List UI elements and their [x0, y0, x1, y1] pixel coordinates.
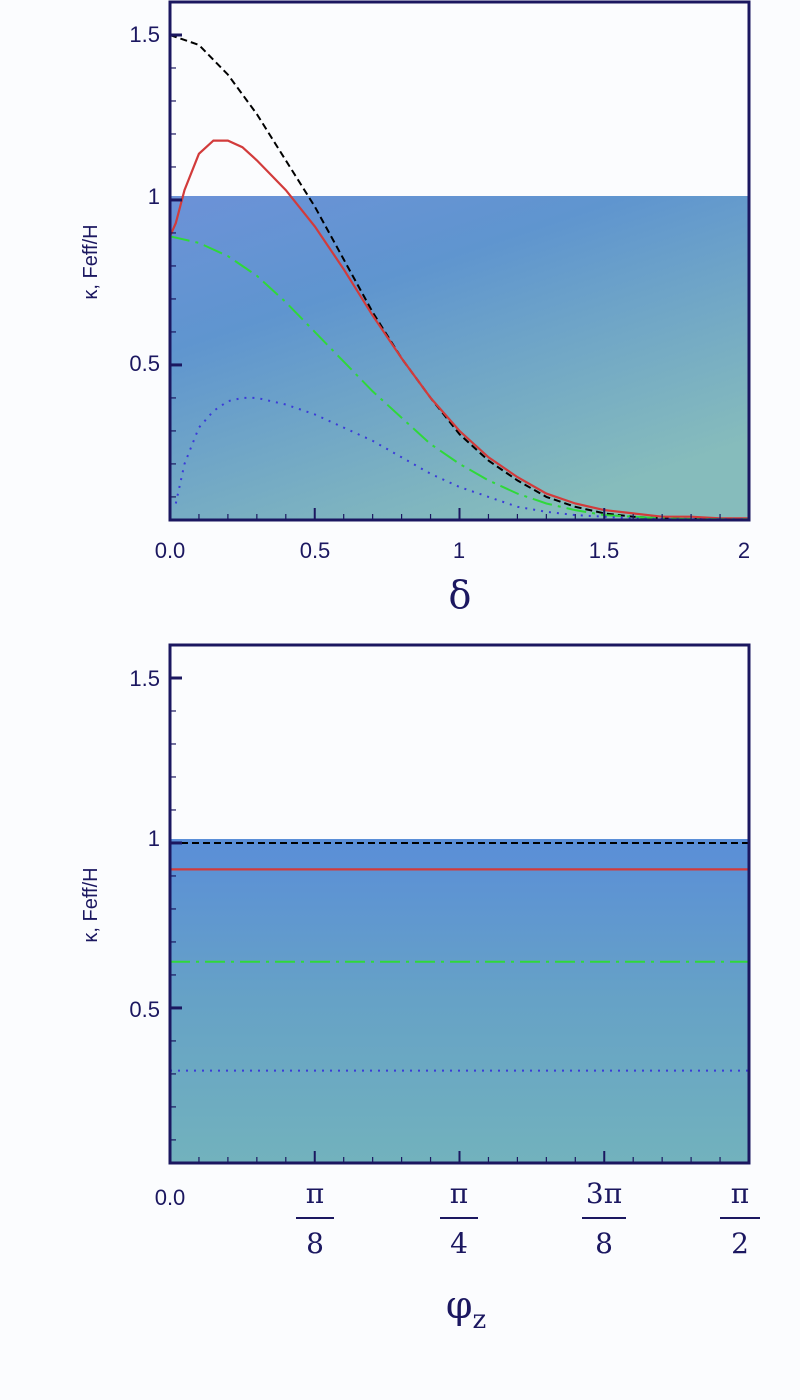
svg-text:π: π	[731, 1177, 749, 1210]
x-tick-label: 1	[453, 538, 465, 563]
svg-text:4: 4	[450, 1227, 468, 1260]
series-green-dash-dot-line	[169, 235, 749, 521]
x-tick-pi-over-4: π 4	[440, 1177, 478, 1260]
x-axis-label: δ	[449, 573, 472, 617]
y-tick-label: 0.5	[129, 351, 160, 376]
x-tick-3pi-over-8: 3π 8	[582, 1177, 626, 1260]
svg-text:φz: φz	[446, 1283, 486, 1335]
svg-text:2: 2	[731, 1227, 749, 1260]
y-tick-label: 0.5	[129, 997, 160, 1022]
plot-frame	[168, 0, 751, 522]
y-axis-label: κ, Feff/H	[80, 224, 102, 299]
plot-frame	[168, 643, 751, 1165]
svg-text:3π: 3π	[586, 1177, 622, 1210]
series-group	[168, 34, 749, 521]
shaded-region	[171, 839, 749, 1163]
x-tick-label: 0.0	[155, 1185, 186, 1210]
y-tick-label: 1	[148, 826, 160, 851]
y-axis-label: κ, Feff/H	[80, 867, 102, 942]
series-group	[170, 842, 749, 1072]
svg-text:π: π	[450, 1177, 468, 1210]
x-tick-pi-over-2: π 2	[720, 1177, 760, 1260]
chart-panel-phi: 0.0 π 8 π 4 3π 8 π 2 0.5 1 1.5 φz κ, Fef…	[80, 643, 760, 1335]
y-tick-label: 1	[148, 184, 160, 209]
chart-panel-delta: 0.0 0.5 1 1.5 2 0.5 1 1.5 δ κ, Feff/H	[80, 0, 751, 617]
x-axis-label: φz	[446, 1283, 486, 1335]
series-blue-dotted-line	[174, 396, 749, 521]
y-tick-label: 1.5	[129, 666, 160, 691]
svg-text:8: 8	[306, 1227, 324, 1260]
svg-text:π: π	[306, 1177, 324, 1210]
x-tick-label: 2	[738, 538, 750, 563]
x-tick-label: 1.5	[589, 538, 620, 563]
x-tick-label: 0.0	[155, 538, 186, 563]
shaded-region	[171, 196, 749, 520]
x-tick-pi-over-8: π 8	[296, 1177, 334, 1260]
y-tick-label: 1.5	[129, 22, 160, 47]
x-tick-label: 0.5	[300, 538, 331, 563]
svg-text:8: 8	[595, 1227, 613, 1260]
series-red-solid-line	[168, 139, 749, 520]
axis-ticks	[170, 676, 721, 1163]
